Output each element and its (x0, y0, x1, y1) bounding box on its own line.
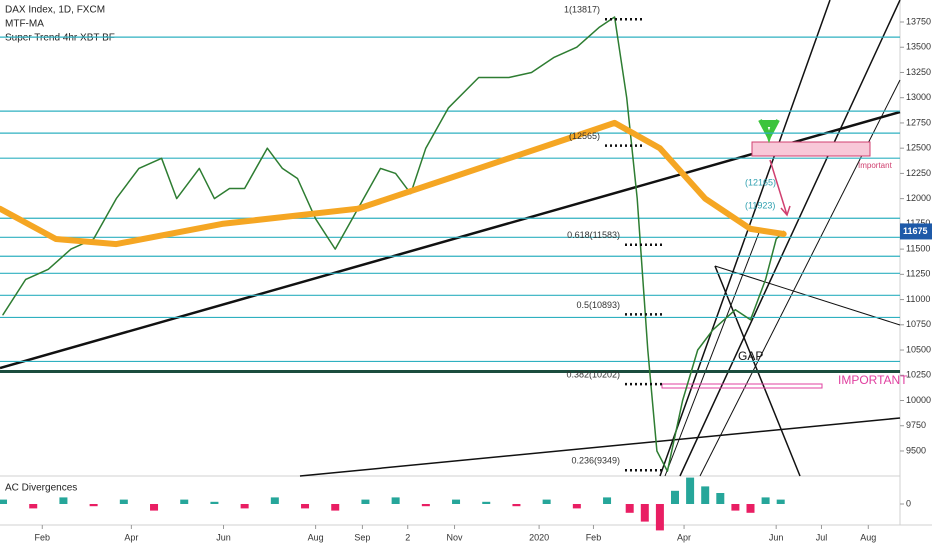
ac-bar (89, 504, 98, 507)
ac-bar (701, 486, 710, 504)
y-tick-label: 13750 (906, 16, 931, 26)
y-tick-label: 11000 (906, 294, 930, 304)
annotation: (11923) (745, 200, 775, 210)
indicator-label: Super Trend 4hr XBT BF (5, 33, 115, 44)
y-tick-label: 13250 (906, 67, 931, 77)
x-tick-label: Feb (586, 532, 602, 542)
arrow (769, 159, 791, 217)
y-tick-label: 12750 (906, 117, 931, 127)
ac-bar (331, 504, 340, 511)
y-tick-label: 12000 (906, 193, 931, 203)
x-tick-label: Apr (677, 532, 691, 542)
ac-bar (452, 499, 461, 504)
ac-bar (150, 504, 159, 511)
ac-bar (761, 497, 770, 504)
y-tick-label: 10750 (906, 319, 931, 329)
fib-label: 0.236(9349) (571, 456, 620, 466)
ac-bar (625, 504, 634, 513)
ac-bar (716, 493, 725, 504)
ac-bar (0, 499, 8, 504)
ac-bar (776, 499, 785, 504)
y-tick-label: 9500 (906, 445, 926, 455)
ac-bar (640, 504, 649, 522)
fib-label: (12565) (569, 131, 600, 141)
x-tick-label: Sep (354, 532, 370, 542)
y-tick-label: 11750 (906, 218, 930, 228)
y-tick-label: 12500 (906, 143, 931, 153)
ac-bar (731, 504, 740, 511)
fib-label: 0.618(11583) (567, 230, 620, 240)
moving-average (0, 119, 787, 248)
ac-bar (119, 499, 128, 504)
x-tick-label: Aug (308, 532, 324, 542)
fib-label: 0.5(10893) (576, 300, 620, 310)
chart-title: DAX Index, 1D, FXCM (5, 5, 105, 16)
x-tick-label: Aug (860, 532, 876, 542)
arrow-icon (758, 119, 780, 144)
ac-bar (270, 497, 279, 504)
price-line (2, 16, 785, 472)
x-tick-label: Jul (816, 532, 828, 542)
ac-bar (59, 497, 68, 504)
ac-bar (361, 499, 370, 504)
trend-lines (0, 0, 901, 477)
ac-bar (671, 490, 679, 504)
ac-bar (421, 504, 430, 507)
annotation: Important (858, 161, 893, 170)
indicator-label: MTF-MA (5, 19, 44, 30)
y-tick-label: 10250 (906, 370, 931, 380)
ac-bar (482, 501, 491, 504)
ac-bar (512, 504, 521, 507)
sub-pane-title: AC Divergences (5, 483, 77, 494)
ac-bar (210, 501, 219, 504)
ac-bar (240, 504, 249, 509)
x-tick-label: Jun (216, 532, 231, 542)
x-tick-label: Apr (124, 532, 138, 542)
x-tick-label: 2020 (529, 532, 549, 542)
x-tick-label: Feb (35, 532, 51, 542)
ac-bar (301, 504, 310, 509)
x-tick-label: Jun (769, 532, 784, 542)
annotation: GAP (738, 349, 763, 363)
important-box (661, 383, 823, 389)
y-tick-label: 12250 (906, 168, 931, 178)
y-tick-label: 13500 (906, 42, 931, 52)
price-tag (900, 223, 932, 240)
ac-bar (391, 497, 400, 504)
zone-box (751, 141, 871, 157)
y-tick-label: 9750 (906, 420, 926, 430)
ac-bar (542, 499, 551, 504)
ac-bar (603, 497, 612, 504)
ac-bar (572, 504, 581, 509)
y-tick-label: 11500 (906, 243, 930, 253)
fib-label: 0.382(10202) (566, 369, 620, 379)
y-tick-label: 13000 (906, 92, 931, 102)
sub-tick-label: 0 (906, 498, 911, 508)
ac-bar (655, 504, 664, 531)
x-tick-label: Nov (447, 532, 464, 542)
annotation: IMPORTANT (838, 373, 908, 387)
price-tag-label: 11675 (903, 226, 928, 236)
ac-bar (29, 504, 38, 509)
y-tick-label: 10000 (906, 395, 931, 405)
ac-bar (686, 477, 695, 504)
annotation: (12165) (745, 177, 776, 187)
fib-label: 1(13817) (564, 5, 600, 15)
ac-bar (180, 499, 189, 504)
y-tick-label: 10500 (906, 344, 931, 354)
y-tick-label: 11250 (906, 269, 930, 279)
ac-bar (746, 504, 755, 513)
x-tick-label: 2 (405, 532, 410, 542)
